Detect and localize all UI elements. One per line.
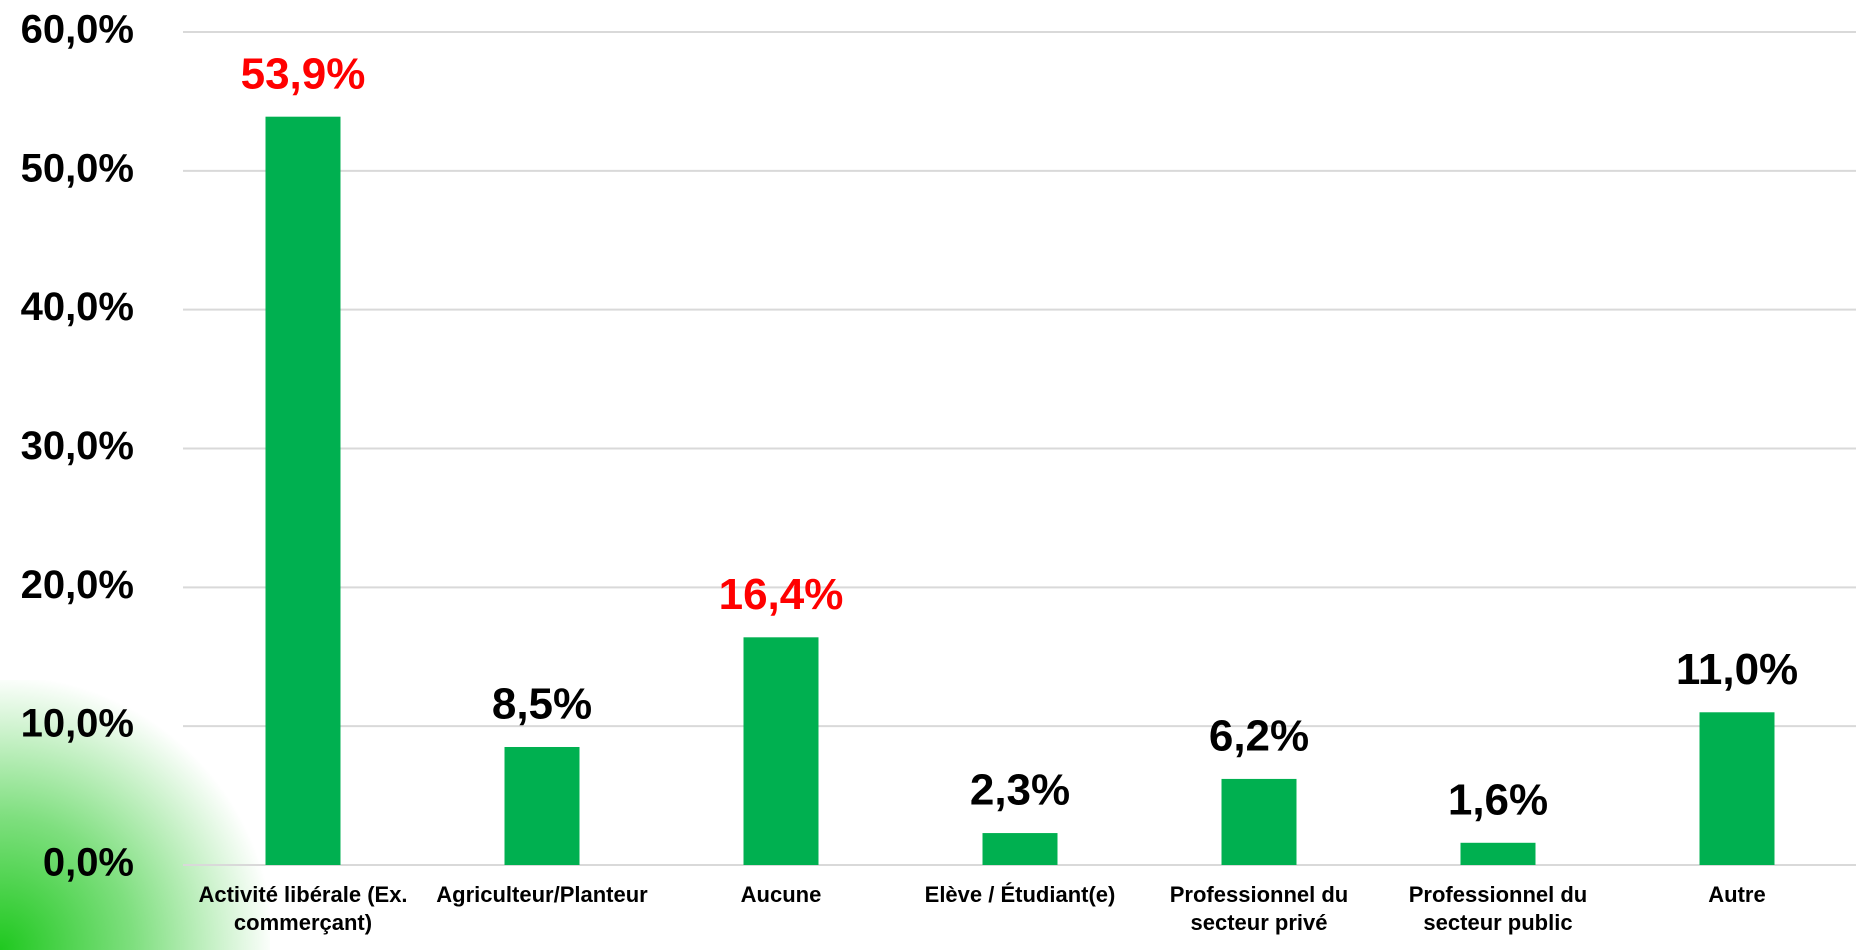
- y-tick-label: 30,0%: [21, 424, 134, 468]
- bar: [1221, 778, 1297, 865]
- data-label: 16,4%: [719, 570, 844, 619]
- x-tick-label: Agriculteur/Planteur: [436, 882, 648, 907]
- x-tick-label: Aucune: [740, 882, 822, 907]
- y-tick-label: 0,0%: [43, 841, 134, 885]
- y-tick-label: 50,0%: [21, 146, 134, 190]
- data-label: 53,9%: [241, 49, 366, 98]
- x-tick-label: Professionnel du secteur public: [1408, 882, 1588, 935]
- bar: [982, 833, 1058, 865]
- bar: [743, 637, 819, 865]
- bar: [504, 746, 580, 865]
- data-label: 2,3%: [970, 766, 1070, 815]
- x-tick-label: Autre: [1708, 882, 1766, 907]
- y-tick-label: 60,0%: [21, 8, 134, 52]
- data-label: 11,0%: [1676, 645, 1798, 694]
- y-tick-label: 40,0%: [21, 285, 134, 329]
- x-tick-label: Activité libérale (Ex. commerçant): [198, 882, 408, 935]
- y-tick-label: 20,0%: [21, 563, 134, 607]
- data-label: 8,5%: [492, 680, 592, 729]
- bar: [1460, 842, 1536, 865]
- bar: [1699, 712, 1775, 865]
- corner-decoration: [0, 680, 270, 950]
- bar: [265, 116, 341, 865]
- x-tick-label: Elève / Étudiant(e): [924, 882, 1116, 907]
- data-label: 6,2%: [1209, 712, 1309, 761]
- y-tick-label: 10,0%: [21, 702, 134, 746]
- data-label: 1,6%: [1448, 775, 1548, 824]
- x-tick-label: Professionnel du secteur privé: [1169, 882, 1349, 935]
